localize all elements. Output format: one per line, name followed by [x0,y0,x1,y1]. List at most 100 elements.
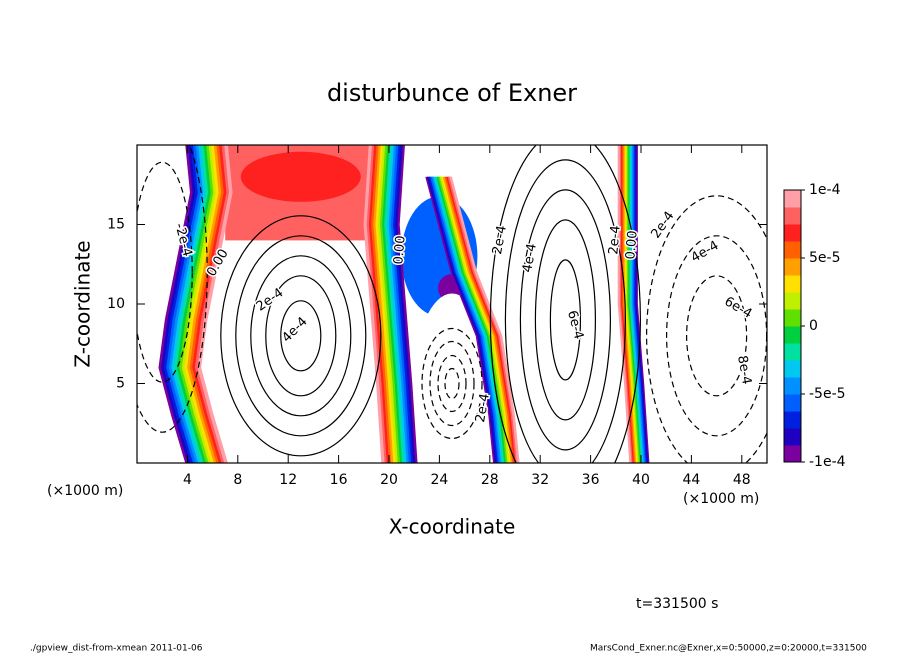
front-band [629,145,644,463]
contour-line [421,327,483,440]
y-axis-label: Z-coordinate [71,240,95,367]
front-band [171,145,207,463]
colorbar-cell [784,207,801,225]
x-tick-label: 12 [279,472,297,488]
contour-line [137,161,193,383]
front-band [387,145,409,463]
warm-core [240,151,361,202]
colorbar-cell [784,275,801,293]
front-band [626,145,640,463]
contour-line [265,275,337,397]
front-band [383,145,405,463]
front-band [376,145,398,463]
front-band [426,176,498,463]
front-band [381,145,403,463]
front-band [197,145,233,463]
colorbar-cell [784,343,801,361]
front-band [622,145,637,463]
contour-line [519,189,612,451]
contour-line [549,259,582,381]
colorbar-tick-label: -5e-5 [809,386,846,402]
x-tick-label: 24 [430,472,448,488]
front-band [442,176,514,463]
x-tick-label: 32 [531,472,549,488]
x-unit-label: (×1000 m) [683,491,759,507]
contour-line [280,300,322,372]
front-band [617,145,632,463]
front-band [430,176,501,463]
contour-line [504,159,626,463]
front-band [184,145,220,463]
x-axis-label: X-coordinate [389,515,516,539]
contour-label: 2e-4 [490,224,510,255]
front-band [449,176,520,463]
front-band [385,145,407,463]
chart-title: disturbunce of Exner [327,79,577,107]
colorbar-tick-label: 0 [809,318,818,334]
front-band [194,145,231,463]
front-band [438,176,509,463]
x-tick-label: 36 [582,472,600,488]
front-band [189,145,225,463]
contour-label: 6e-4 [564,309,586,341]
contour-field [137,145,767,463]
front-band [176,145,212,463]
front-band [394,145,416,463]
colorbar-cell [784,411,801,429]
time-label: t=331500 s [636,596,718,612]
contour-line [137,145,208,433]
front-band [433,176,504,463]
front-band [628,145,643,463]
front-band [434,176,506,463]
front-band [367,145,389,463]
front-band [436,176,507,463]
contour-line [444,367,460,400]
contour-line [429,340,475,427]
contour-line [685,275,748,397]
front-band [363,145,385,463]
colorbar-tick-label: 5e-5 [809,250,840,266]
colorbar-cell [784,394,801,412]
front-band [396,145,418,463]
front-band [389,145,411,463]
footer-right: MarsCond_Exner.nc@Exner,x=0:50000,z=0:20… [590,644,867,654]
colorbar-cell [784,326,801,344]
colorbar-tick-label: 1e-4 [809,182,841,198]
contour-label: 2e-4 [606,225,623,255]
front-band [192,145,228,463]
front-band [187,145,223,463]
front-band [163,145,199,463]
front-band [161,145,197,463]
x-tick-label: 4 [183,472,192,488]
front-band [618,145,633,463]
contour-line [220,215,382,457]
front-band [166,145,202,463]
colorbar-cell [784,292,801,310]
contour-line [489,145,641,463]
contour-line [250,255,352,417]
contour-label: 0.00 [623,230,640,260]
front-band [174,145,210,463]
contour-label: 8e-4 [734,354,754,385]
contour-label: 6e-4 [722,294,755,322]
front-band [425,176,496,463]
contour-line [235,235,367,437]
colorbar-cell [784,377,801,395]
x-tick-label: 16 [330,472,348,488]
contour-label: 2e-4 [254,285,287,314]
x-unit-label: (×1000 m) [47,483,123,499]
front-band [431,176,503,463]
colorbar-cell [784,190,801,208]
colorbar-tick-label: -1e-4 [809,454,846,470]
front-band [179,145,215,463]
front-band [634,145,649,463]
x-tick-label: 44 [682,472,700,488]
colorbar-cell [784,224,801,242]
front-band [630,145,645,463]
contour-line [437,354,467,413]
y-tick-label: 5 [116,376,125,392]
contour-label: 0.00 [391,235,408,265]
front-band [441,176,512,463]
white-gap [414,293,490,463]
contour-label: 4e-4 [279,314,310,345]
